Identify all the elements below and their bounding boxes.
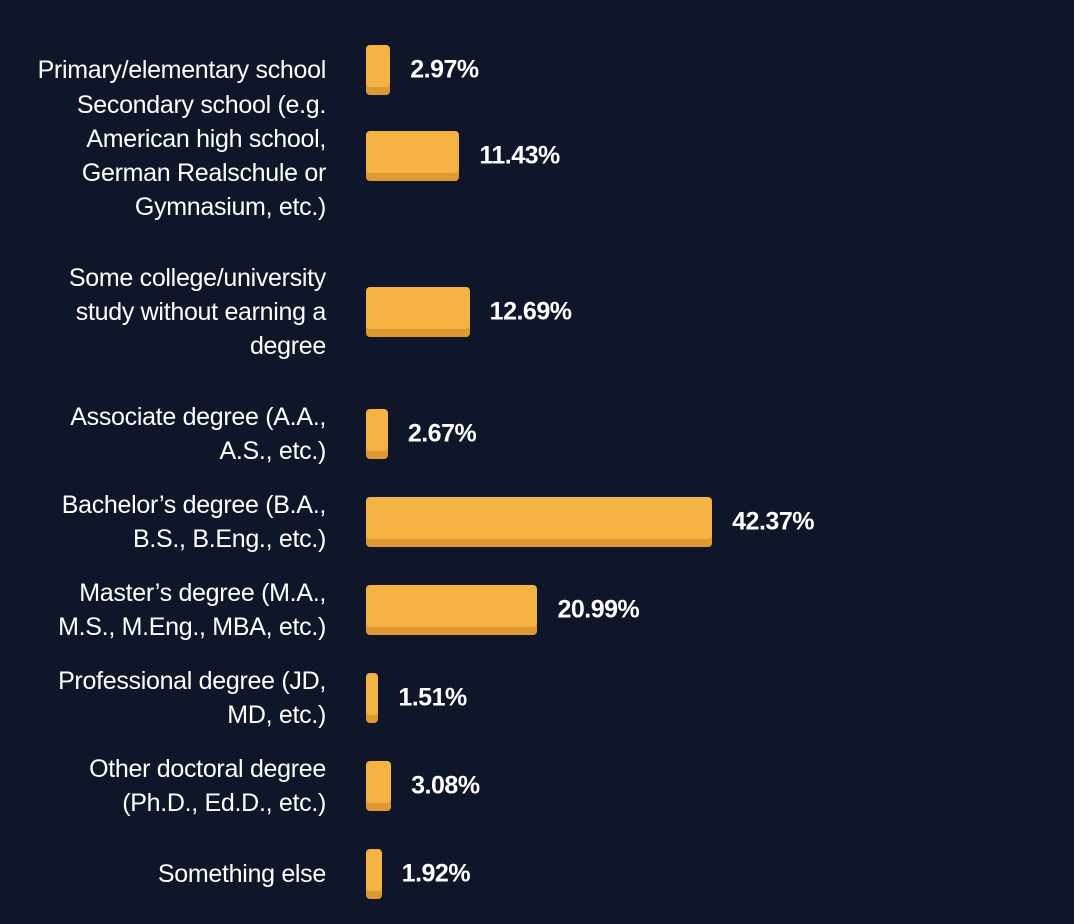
value-label: 2.67% bbox=[407, 419, 477, 448]
value-label: 12.69% bbox=[489, 297, 572, 326]
category-label: Associate degree (A.A., A.S., etc.) bbox=[70, 403, 326, 465]
category-label: Other doctoral degree (Ph.D., Ed.D., etc… bbox=[89, 755, 326, 817]
category-label: Primary/elementary school bbox=[37, 56, 327, 84]
value-label: 20.99% bbox=[557, 595, 640, 624]
value-label: 42.37% bbox=[732, 507, 814, 536]
bar bbox=[366, 131, 460, 181]
value-label: 2.97% bbox=[410, 55, 479, 84]
bar bbox=[366, 761, 392, 811]
category-label: Professional degree (JD, MD, etc.) bbox=[58, 667, 326, 729]
category-label: Secondary school (e.g. American high sch… bbox=[76, 91, 326, 221]
bar bbox=[366, 497, 713, 547]
bar bbox=[366, 673, 379, 723]
value-label: 1.51% bbox=[398, 683, 467, 712]
category-label: Some college/university study without ea… bbox=[68, 264, 326, 360]
bar bbox=[366, 849, 382, 899]
value-label: 11.43% bbox=[479, 141, 560, 170]
bar bbox=[366, 287, 470, 337]
value-label: 1.92% bbox=[401, 859, 471, 888]
bar bbox=[366, 45, 391, 95]
category-label: Master’s degree (M.A., M.S., M.Eng., MBA… bbox=[58, 579, 326, 641]
category-label: Bachelor’s degree (B.A., B.S., B.Eng., e… bbox=[61, 491, 327, 553]
value-label: 3.08% bbox=[411, 771, 480, 800]
category-label: Something else bbox=[157, 860, 326, 888]
bar bbox=[366, 585, 538, 635]
bar bbox=[366, 409, 388, 459]
